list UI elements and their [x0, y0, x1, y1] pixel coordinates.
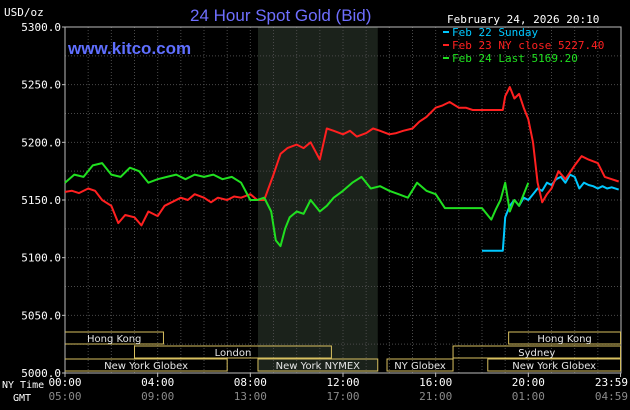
y-tick-label: 5000.0 — [21, 367, 61, 380]
x-tick-label-ny: 16:00 — [419, 376, 452, 389]
x-tick-label-ny: 00:00 — [48, 376, 81, 389]
session-box-border — [65, 331, 164, 345]
x-tick-label-gmt: 01:00 — [512, 390, 545, 403]
session-box-border — [452, 345, 622, 359]
x-tick-label-gmt: 09:00 — [141, 390, 174, 403]
x-tick-label-gmt: 21:00 — [419, 390, 452, 403]
session-label: Hong Kong — [87, 334, 141, 345]
session-box-border — [65, 358, 228, 372]
legend-label: Feb 23 NY close 5227.40 — [452, 39, 604, 52]
session-box: NY Globex — [386, 358, 454, 372]
y-tick-label: 5200.0 — [21, 136, 61, 149]
session-box: New York Globex — [487, 358, 622, 372]
session-box-border — [386, 358, 454, 372]
y-tick-label: 5250.0 — [21, 79, 61, 92]
x-tick-label-ny: 08:00 — [234, 376, 267, 389]
session-label: New York Globex — [104, 361, 188, 372]
x-tick-label-ny: 12:00 — [326, 376, 359, 389]
series-line-feb-23 — [64, 86, 620, 227]
legend-label: Feb 24 Last 5169.20 — [452, 52, 578, 65]
session-box: Sydney — [452, 345, 622, 359]
session-label: Sydney — [518, 348, 555, 359]
legend-label: Feb 22 Sunday — [452, 26, 538, 39]
x-tick-label-gmt: 05:00 — [48, 390, 81, 403]
y-tick-label: 5150.0 — [21, 194, 61, 207]
session-label: New York NYMEX — [276, 361, 361, 372]
y-tick-label: 5100.0 — [21, 252, 61, 265]
y-tick-label: 5050.0 — [21, 309, 61, 322]
session-box: London — [134, 345, 332, 359]
session-box: New York NYMEX — [257, 358, 379, 372]
x-tick-label-ny: 04:00 — [141, 376, 174, 389]
x-tick-label-gmt: 04:59 — [595, 390, 628, 403]
x-tick-label-gmt: 17:00 — [326, 390, 359, 403]
session-label: New York Globex — [512, 361, 596, 372]
session-label: NY Globex — [394, 361, 446, 372]
y-tick-label: 5300.0 — [21, 21, 61, 34]
session-label: London — [215, 348, 252, 359]
session-label: Hong Kong — [537, 334, 591, 345]
session-box-border — [134, 345, 332, 359]
session-box-border — [257, 358, 379, 372]
series-line-feb-24 — [64, 162, 530, 248]
session-box-border — [487, 358, 622, 372]
x-tick-label-ny: 20:00 — [512, 376, 545, 389]
session-box: Hong Kong — [508, 331, 622, 345]
x-tick-label-ny: 23:59 — [595, 376, 628, 389]
session-box: New York Globex — [65, 358, 228, 372]
session-box-border — [508, 331, 622, 345]
session-box: Hong Kong — [65, 331, 164, 345]
x-tick-label-gmt: 13:00 — [234, 390, 267, 403]
